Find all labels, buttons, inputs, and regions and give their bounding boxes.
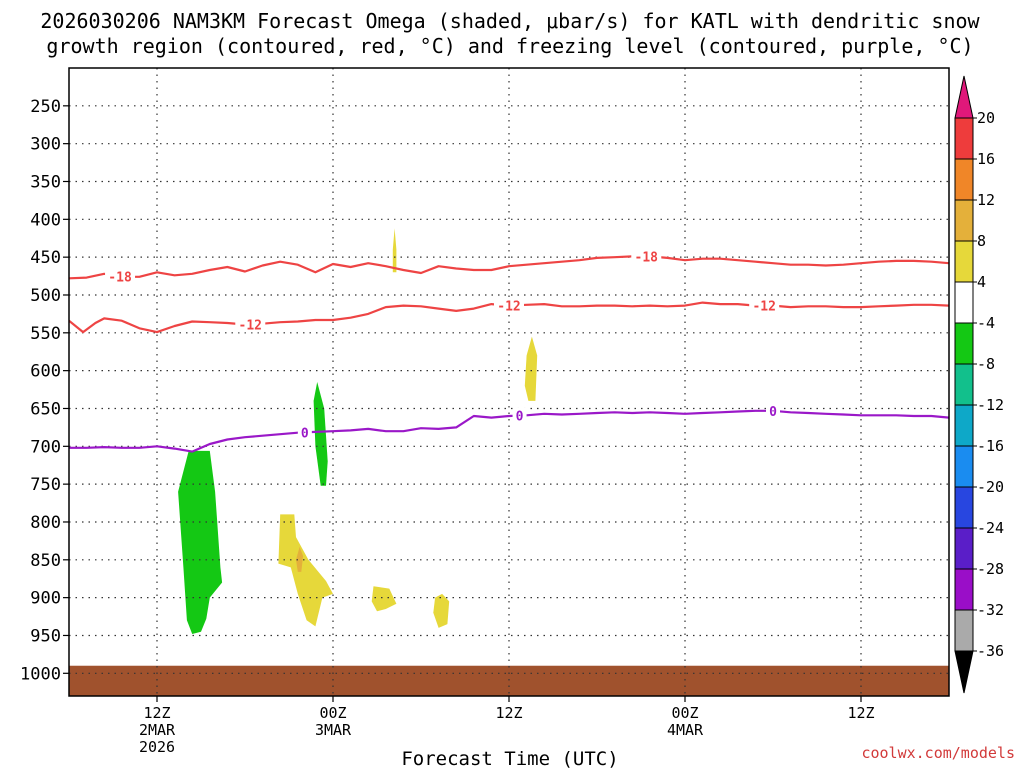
omega-yellow-blob-a — [371, 586, 397, 612]
colorbar-under-triangle — [954, 650, 974, 694]
omega-green-small — [313, 382, 328, 486]
y-tick-label-850: 850 — [30, 551, 61, 571]
omega-green-large — [178, 450, 223, 634]
y-tick-label-900: 900 — [30, 589, 61, 609]
y-tick-label-1000: 1000 — [20, 664, 61, 684]
colorbar-label-4: 4 — [977, 273, 986, 291]
colorbar-bin--8-to--4 — [954, 322, 974, 365]
colorbar-bin--20-to--16 — [954, 445, 974, 488]
y-axis: 250 300 350 400 450 500 550 600 650 700 750 800 850 9… — [20, 97, 69, 684]
x-tick-label-3: 00Z — [671, 704, 698, 722]
y-tick-label-300: 300 — [30, 135, 61, 155]
minus12-isotherm-label-bg — [494, 297, 524, 314]
grid-layer — [69, 68, 949, 696]
x-tick-date-1: 3MAR — [315, 721, 352, 739]
contour-label-layer: -18 -18 -12 -12 -12 0 0 0 — [105, 248, 780, 441]
freezing-level-0c-label-bg — [512, 407, 527, 424]
colorbar-over-triangle — [954, 75, 974, 119]
surface-layer — [69, 665, 949, 696]
y-tick-label-450: 450 — [30, 248, 61, 268]
colorbar-bin-12-to-16 — [954, 158, 974, 201]
colorbar-label-8: 8 — [977, 232, 986, 250]
freezing-level-0c-label-bg — [297, 424, 312, 441]
freezing-level-0c-label: 0 — [769, 405, 777, 420]
surface-band — [69, 665, 949, 696]
minus12-isotherm-label-bg — [749, 297, 780, 314]
minus18-isotherm-label-bg — [105, 268, 136, 285]
y-tick-label-800: 800 — [30, 513, 61, 533]
colorbar-bin-4-to-8 — [954, 240, 974, 283]
minus12-isotherm-label: -12 — [752, 300, 775, 315]
colorbar-label--20: -20 — [977, 478, 1004, 496]
x-tick-year-0: 2026 — [139, 738, 175, 756]
omega-shading-layer — [178, 228, 538, 634]
colorbar-label--16: -16 — [977, 437, 1004, 455]
x-tick-label-1: 00Z — [319, 704, 346, 722]
x-tick-label-0: 12Z — [143, 704, 170, 722]
minus18-isotherm-label: -18 — [635, 250, 659, 265]
colorbar-label--24: -24 — [977, 519, 1004, 537]
omega-orange-core — [296, 546, 304, 572]
credit-url: coolwx.com/models — [861, 744, 1015, 762]
colorbar-bin-16-to-20 — [954, 117, 974, 160]
minus12-isotherm-label: -12 — [239, 318, 262, 333]
y-tick-label-250: 250 — [30, 97, 61, 117]
colorbar-label--4: -4 — [977, 314, 995, 332]
colorbar: 20 16 12 8 4 -4 -8 -12 -16 -20 -24 -28 -32 -36 — [954, 75, 1004, 694]
colorbar-label-16: 16 — [977, 150, 995, 168]
colorbar-bin--24-to--20 — [954, 486, 974, 529]
chart-title-line-1: 2026030206 NAM3KM Forecast Omega (shaded… — [40, 9, 980, 33]
x-tick-date-0: 2MAR — [139, 721, 176, 739]
y-tick-label-350: 350 — [30, 172, 61, 192]
minus18-isotherm-label-bg — [631, 248, 662, 265]
omega-yellow-lower — [278, 514, 333, 627]
colorbar-bin--16-to--12 — [954, 404, 974, 447]
colorbar-label--12: -12 — [977, 396, 1004, 414]
x-tick-label-2: 12Z — [495, 704, 522, 722]
colorbar-bin--32-to--28 — [954, 568, 974, 611]
omega-yellow-mid — [524, 336, 538, 401]
minus12-isotherm-label-bg — [235, 316, 266, 333]
y-tick-label-500: 500 — [30, 286, 61, 306]
freezing-level-0c-line — [69, 409, 949, 453]
freezing-level-0c-label: 0 — [301, 426, 309, 441]
freezing-level-0c-label: 0 — [516, 410, 524, 425]
colorbar-label--32: -32 — [977, 601, 1004, 619]
colorbar-bin-8-to-12 — [954, 199, 974, 242]
colorbar-label--28: -28 — [977, 560, 1004, 578]
colorbar-bin--12-to--8 — [954, 363, 974, 406]
y-tick-label-600: 600 — [30, 362, 61, 382]
y-tick-label-700: 700 — [30, 437, 61, 457]
colorbar-label--36: -36 — [977, 642, 1004, 660]
omega-yellow-blob-b — [433, 593, 450, 628]
x-tick-date-3: 4MAR — [667, 721, 704, 739]
chart-title-line-2: growth region (contoured, red, °C) and f… — [46, 34, 973, 58]
y-tick-label-400: 400 — [30, 210, 61, 230]
colorbar-label-20: 20 — [977, 109, 995, 127]
omega-yellow-upper — [392, 228, 397, 273]
colorbar-bin--28-to--24 — [954, 527, 974, 570]
x-axis-label: Forecast Time (UTC) — [401, 748, 618, 768]
x-tick-label-4: 12Z — [847, 704, 874, 722]
freezing-level-0c-label-bg — [766, 402, 780, 419]
minus18-isotherm-line — [69, 255, 949, 280]
minus12-isotherm-label: -12 — [497, 300, 520, 315]
y-tick-label-550: 550 — [30, 324, 61, 344]
y-tick-label-750: 750 — [30, 475, 61, 495]
y-tick-label-950: 950 — [30, 626, 61, 646]
colorbar-bin--4-to-4 — [954, 281, 974, 324]
colorbar-bin--36-to--32 — [954, 609, 974, 652]
minus18-isotherm-label: -18 — [108, 271, 132, 286]
colorbar-label-12: 12 — [977, 191, 995, 209]
colorbar-label--8: -8 — [977, 355, 995, 373]
y-tick-label-650: 650 — [30, 399, 61, 419]
